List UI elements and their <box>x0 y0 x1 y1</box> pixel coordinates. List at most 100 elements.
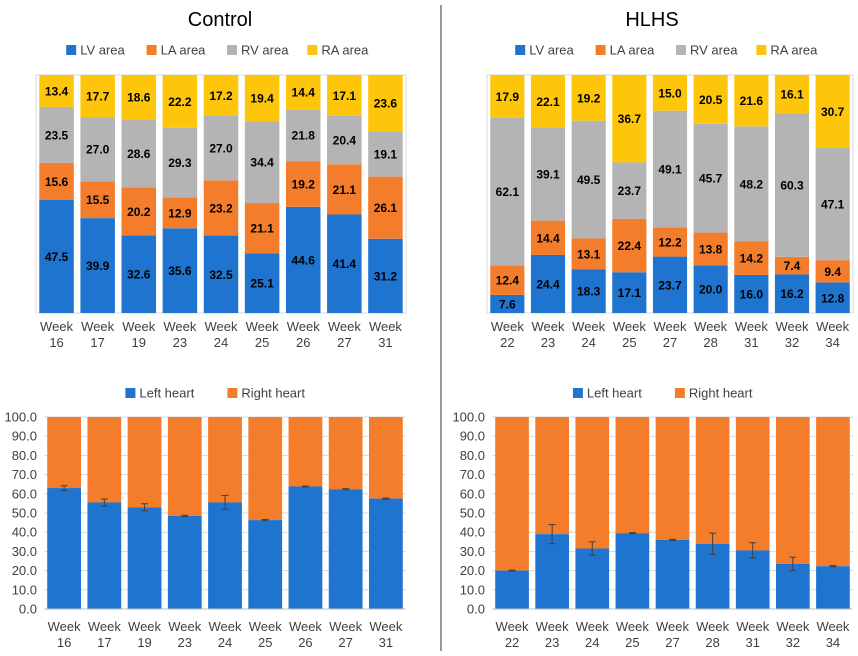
hlhs-heart-bar-segment-right-heart <box>495 417 529 571</box>
hlhs-chambers-bar-segment-lv-area <box>693 265 728 313</box>
control-heart-category-label: Week 16 <box>48 619 81 650</box>
hlhs-heart-y-tick-label: 70.0 <box>460 467 485 482</box>
hlhs-chambers-data-label: 49.1 <box>658 163 682 177</box>
hlhs-heart-error-bar <box>749 542 757 559</box>
control-heart-error-bar <box>382 497 390 500</box>
hlhs-heart-error-bar <box>829 565 837 568</box>
control-heart-y-tick-label: 70.0 <box>12 467 37 482</box>
control-chambers-data-label: 12.9 <box>168 206 192 220</box>
hlhs-chambers-bar-segment-rv-area <box>774 113 810 257</box>
hlhs-chambers-data-label: 47.1 <box>821 198 845 212</box>
hlhs-heart-y-tick-label: 60.0 <box>460 486 485 501</box>
hlhs-chambers-data-label: 16.0 <box>740 287 764 301</box>
hlhs-heart-bar-segment-right-heart <box>535 417 570 535</box>
control-heart-y-tick-label: 10.0 <box>12 582 37 597</box>
hlhs-chambers-category-label: Week 28 <box>694 319 727 350</box>
hlhs-chambers-category-label: Week 22 <box>491 319 524 350</box>
control-chambers-bar-segment-la-area <box>285 161 321 207</box>
hlhs-heart-bar-segment-right-heart <box>575 417 610 549</box>
hlhs-heart-legend-label-left-heart: Left heart <box>587 386 642 401</box>
control-chambers-data-label: 17.2 <box>209 89 233 103</box>
hlhs-heart-y-tick-label: 10.0 <box>460 582 485 597</box>
control-chambers-data-label: 18.6 <box>127 91 151 105</box>
hlhs-chambers-bar-segment-la-area <box>734 241 769 275</box>
control-chambers-bar-segment-ra-area <box>203 75 239 116</box>
hlhs-chambers-bar-segment-la-area <box>490 265 525 295</box>
hlhs-chambers-data-label: 12.8 <box>821 291 845 305</box>
control-heart-y-tick-label: 90.0 <box>12 429 37 444</box>
control-heart-bar-segment-left-heart <box>47 488 82 609</box>
hlhs-heart-category-label: Week 34 <box>816 619 849 650</box>
control-heart-y-tick-label: 20.0 <box>12 563 37 578</box>
control-chambers-bar-segment-ra-area <box>39 75 74 107</box>
control-heart-bar-segment-right-heart <box>47 417 82 489</box>
hlhs-chambers-data-label: 13.8 <box>699 242 723 256</box>
control-chambers-data-label: 34.4 <box>250 156 274 170</box>
control-heart-bar-segment-left-heart <box>368 498 403 609</box>
hlhs-heart-error-bar <box>709 532 717 555</box>
hlhs-heart-error-bar <box>588 541 596 556</box>
hlhs-chambers-legend-swatch-la-area <box>595 45 606 55</box>
hlhs-chambers-data-label: 20.0 <box>699 283 723 297</box>
hlhs-chambers-data-label: 18.3 <box>577 285 601 299</box>
control-chambers-data-label: 19.1 <box>374 147 398 161</box>
control-heart-error-bar <box>181 514 189 517</box>
control-chambers-data-label: 41.4 <box>333 257 357 271</box>
control-heart-y-tick-label: 50.0 <box>12 506 37 521</box>
control-heart-y-tick-label: 80.0 <box>12 448 37 463</box>
hlhs-chambers-legend-swatch-rv-area <box>676 45 686 55</box>
control-chambers-category-label: Week 25 <box>246 319 279 350</box>
hlhs-chambers-bar-segment-la-area <box>693 232 728 266</box>
control-heart-error-bar <box>301 485 309 488</box>
control-chambers-category-label: Week 19 <box>122 319 155 350</box>
control-heart-bar-segment-left-heart <box>288 486 323 609</box>
hlhs-heart-bar-segment-right-heart <box>695 417 730 544</box>
control-chambers-data-label: 32.6 <box>127 268 151 282</box>
control-chambers-category-label: Week 23 <box>163 319 196 350</box>
control-heart-error-bar <box>141 503 149 512</box>
hlhs-heart-y-tick-label: 40.0 <box>460 525 485 540</box>
control-chambers-data-label: 23.2 <box>209 201 233 215</box>
hlhs-heart-bar-segment-left-heart <box>775 563 810 609</box>
control-chambers-bar-segment-lv-area <box>121 235 157 313</box>
hlhs-heart-bar-segment-left-heart <box>535 534 570 609</box>
control-chambers-bar-segment-la-area <box>244 203 280 254</box>
control-chambers-bar-segment-la-area <box>162 197 198 229</box>
control-chambers-bar-segment-rv-area <box>121 119 157 188</box>
hlhs-chambers-category-label: Week 23 <box>532 319 565 350</box>
control-chambers-data-label: 23.6 <box>374 97 398 111</box>
hlhs-heart-error-bar <box>508 569 516 572</box>
control-chambers-bar-segment-rv-area <box>285 109 321 162</box>
control-chambers-data-label: 17.1 <box>333 89 357 103</box>
hlhs-chambers-data-label: 17.9 <box>496 90 520 104</box>
control-heart-category-label: Week 19 <box>128 619 161 650</box>
hlhs-chambers-data-label: 23.7 <box>658 278 682 292</box>
hlhs-chambers-bar-segment-rv-area <box>490 117 525 266</box>
control-chambers-data-label: 13.4 <box>45 84 69 98</box>
hlhs-chambers-data-label: 19.2 <box>577 91 601 105</box>
control-heart-error-bar <box>342 488 350 491</box>
hlhs-chambers-category-label: Week 34 <box>816 319 849 350</box>
hlhs-chambers-bar-segment-lv-area <box>530 254 566 313</box>
control-heart-error-bar <box>261 519 269 522</box>
hlhs-chambers-bar-segment-lv-area <box>612 272 647 313</box>
hlhs-chambers-data-label: 24.4 <box>536 277 560 291</box>
control-heart-bar-segment-right-heart <box>208 417 242 503</box>
hlhs-heart-y-tick-label: 100.0 <box>452 410 485 425</box>
control-chambers-data-label: 15.6 <box>45 175 69 189</box>
control-chambers-legend-label-la-area: LA area <box>161 43 207 58</box>
control-heart-category-label: Week 24 <box>209 619 242 650</box>
control-chambers-bar-segment-lv-area <box>368 238 403 313</box>
control-heart-legend-swatch-right-heart <box>227 388 238 398</box>
hlhs-chambers-bar-segment-rv-area <box>612 162 647 219</box>
hlhs-heart-category-label: Week 24 <box>576 619 609 650</box>
control-chambers-bar-segment-lv-area <box>80 218 115 313</box>
hlhs-heart-bar-segment-left-heart <box>495 570 529 609</box>
hlhs-chambers-category-label: Week 24 <box>572 319 605 350</box>
control-chambers-bar-segment-lv-area <box>285 206 321 313</box>
control-chambers-data-label: 44.6 <box>292 253 316 267</box>
control-chambers-category-label: Week 17 <box>81 319 114 350</box>
control-chambers-bar-segment-lv-area <box>203 235 239 313</box>
control-chambers-bar-segment-ra-area <box>80 75 115 118</box>
control-heart-y-tick-label: 100.0 <box>4 410 37 425</box>
